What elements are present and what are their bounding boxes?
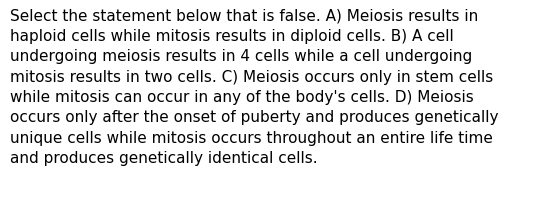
Text: Select the statement below that is false. A) Meiosis results in
haploid cells wh: Select the statement below that is false…	[10, 8, 498, 166]
